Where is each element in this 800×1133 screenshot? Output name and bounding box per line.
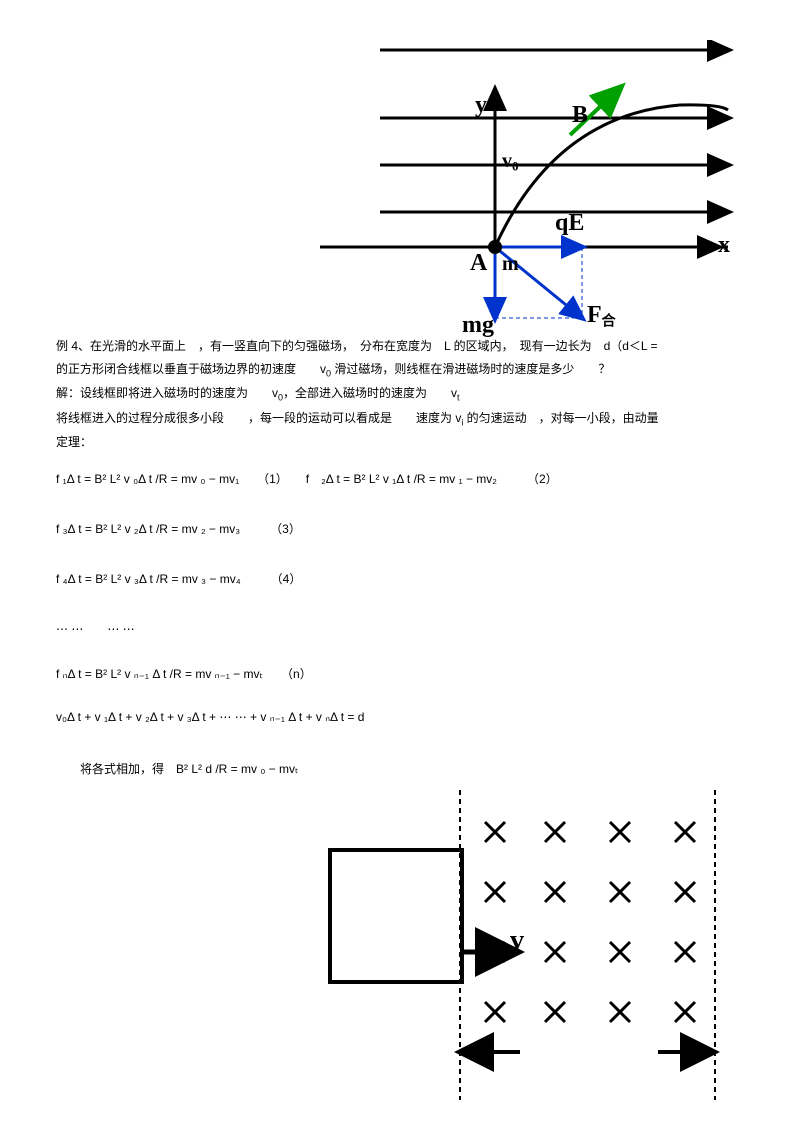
label-v: v (510, 925, 524, 957)
label-v0: v0 (502, 150, 519, 174)
figure1-svg (320, 40, 740, 330)
eq-line-n: f ₙΔ t = B² L² v ₙ₋₁ Δ t /R = mv ₙ₋₁ − m… (56, 665, 746, 682)
eq-sum: v₀Δ t + v ₁Δ t + v ₂Δ t + v ₃Δ t + ⋯ ⋯ +… (56, 710, 746, 724)
figure-loop-in-field: v (320, 790, 740, 1110)
label-B: B (572, 102, 588, 129)
eq-dots: ⋯ ⋯ ⋯ ⋯ (56, 620, 746, 637)
figure2-svg (320, 790, 740, 1110)
eq-line-3: f ₄Δ t = B² L² v ₃Δ t /R = mv ₃ − mv₄ （4… (56, 570, 746, 587)
label-m: m (502, 253, 519, 276)
para-problem: 例 4、在光滑的水平面上 ，有一竖直向下的匀强磁场， 分布在宽度为 L 的区域内… (56, 335, 746, 454)
label-A: A (470, 250, 487, 277)
figure-field-diagram: y B v0 qE x A m mg F合 (320, 40, 740, 330)
label-y: y (475, 92, 487, 119)
label-qE: qE (555, 210, 584, 237)
eq-final: 将各式相加，得 B² L² d /R = mv ₀ − mvₜ (80, 760, 770, 777)
eq-line-1: f ₁Δ t = B² L² v ₀Δ t /R = mv ₀ − mv₁ （1… (56, 470, 746, 487)
label-Fhe: F合 (587, 302, 616, 330)
label-x: x (718, 232, 730, 259)
eq-line-2: f ₃Δ t = B² L² v ₂Δ t /R = mv ₂ − mv₃ （3… (56, 520, 746, 537)
